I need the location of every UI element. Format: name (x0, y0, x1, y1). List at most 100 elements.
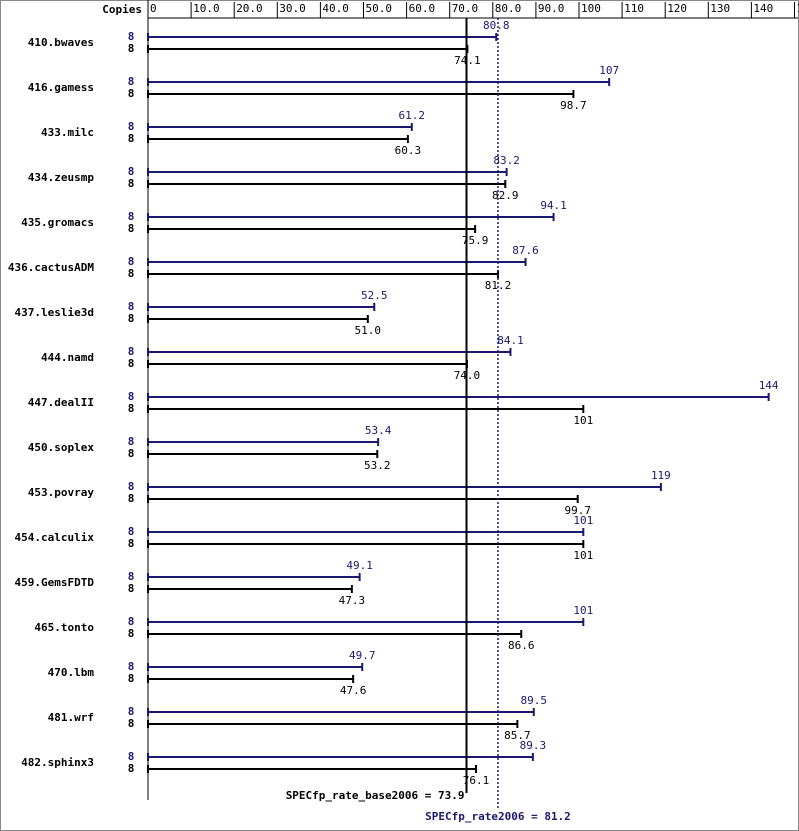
value-label: 85.7 (504, 729, 531, 742)
benchmark-label: 453.povray (28, 486, 95, 499)
bar (148, 678, 354, 680)
value-label: 47.3 (339, 594, 366, 607)
bar (148, 441, 379, 443)
value-label: 107 (599, 64, 619, 77)
benchmark-label: 481.wrf (48, 711, 94, 724)
copies-label: 8 (128, 177, 135, 190)
bar (148, 711, 534, 713)
value-label: 144 (759, 379, 779, 392)
copies-label: 8 (128, 480, 135, 493)
benchmark-label: 433.milc (41, 126, 94, 139)
benchmark-label: 459.GemsFDTD (15, 576, 95, 589)
bar (148, 183, 506, 185)
bar (148, 498, 578, 500)
value-label: 51.0 (355, 324, 382, 337)
value-label: 53.2 (364, 459, 391, 472)
bar (148, 621, 584, 623)
bar (148, 486, 661, 488)
copies-label: 8 (128, 660, 135, 673)
copies-label: 8 (128, 615, 135, 628)
value-label: 84.1 (497, 334, 524, 347)
copies-label: 8 (128, 267, 135, 280)
value-label: 61.2 (399, 109, 426, 122)
benchmark-label: 454.calculix (15, 531, 95, 544)
value-label: 101 (573, 604, 593, 617)
value-label: 53.4 (365, 424, 392, 437)
copies-label: 8 (128, 435, 135, 448)
reference-label: SPECfp_rate2006 = 81.2 (425, 810, 571, 823)
x-tick-label: 80.0 (495, 2, 522, 15)
copies-label: 8 (128, 672, 135, 685)
benchmark-label: 435.gromacs (21, 216, 94, 229)
x-tick-label: 110 (624, 2, 644, 15)
value-label: 101 (573, 514, 593, 527)
copies-label: 8 (128, 42, 135, 55)
reference-label: SPECfp_rate_base2006 = 73.9 (286, 789, 465, 802)
copies-header: Copies (102, 3, 142, 16)
benchmark-label: 436.cactusADM (8, 261, 94, 274)
bar (148, 36, 497, 38)
copies-label: 8 (128, 222, 135, 235)
value-label: 49.1 (346, 559, 373, 572)
copies-label: 8 (128, 537, 135, 550)
bar (148, 126, 412, 128)
x-tick-label: 40.0 (322, 2, 349, 15)
copies-label: 8 (128, 87, 135, 100)
x-tick-label: 50.0 (366, 2, 393, 15)
value-label: 119 (651, 469, 671, 482)
benchmark-label: 410.bwaves (28, 36, 94, 49)
benchmark-label: 447.dealII (28, 396, 94, 409)
copies-label: 8 (128, 582, 135, 595)
value-label: 99.7 (564, 504, 591, 517)
benchmark-label: 434.zeusmp (28, 171, 95, 184)
bar (148, 588, 352, 590)
value-label: 87.6 (512, 244, 539, 257)
x-tick-label: 60.0 (409, 2, 436, 15)
value-label: 47.6 (340, 684, 367, 697)
x-tick-label: 30.0 (279, 2, 306, 15)
bar (148, 81, 610, 83)
bar (148, 543, 584, 545)
bar (148, 531, 584, 533)
value-label: 101 (573, 414, 593, 427)
benchmark-label: 470.lbm (48, 666, 95, 679)
x-tick-label: 90.0 (538, 2, 565, 15)
x-tick-label: 150 (797, 2, 799, 15)
copies-label: 8 (128, 210, 135, 223)
bar (148, 756, 533, 758)
bar (148, 171, 507, 173)
benchmark-label: 416.gamess (28, 81, 94, 94)
value-label: 80.8 (483, 19, 510, 32)
copies-label: 8 (128, 492, 135, 505)
bar (148, 318, 368, 320)
bar (148, 408, 584, 410)
x-tick-label: 10.0 (193, 2, 220, 15)
bar (148, 666, 363, 668)
value-label: 76.1 (463, 774, 490, 787)
copies-label: 8 (128, 447, 135, 460)
copies-label: 8 (128, 357, 135, 370)
copies-label: 8 (128, 300, 135, 313)
copies-label: 8 (128, 132, 135, 145)
copies-label: 8 (128, 312, 135, 325)
copies-label: 8 (128, 570, 135, 583)
copies-label: 8 (128, 627, 135, 640)
bar (148, 216, 554, 218)
copies-label: 8 (128, 717, 135, 730)
value-label: 82.9 (492, 189, 519, 202)
bar (148, 261, 526, 263)
bar (148, 228, 476, 230)
bar (148, 363, 467, 365)
benchmark-label: 482.sphinx3 (21, 756, 94, 769)
x-tick-label: 130 (710, 2, 730, 15)
value-label: 49.7 (349, 649, 376, 662)
copies-label: 8 (128, 30, 135, 43)
bar (148, 453, 378, 455)
bar (148, 576, 360, 578)
value-label: 86.6 (508, 639, 535, 652)
copies-label: 8 (128, 525, 135, 538)
copies-label: 8 (128, 345, 135, 358)
